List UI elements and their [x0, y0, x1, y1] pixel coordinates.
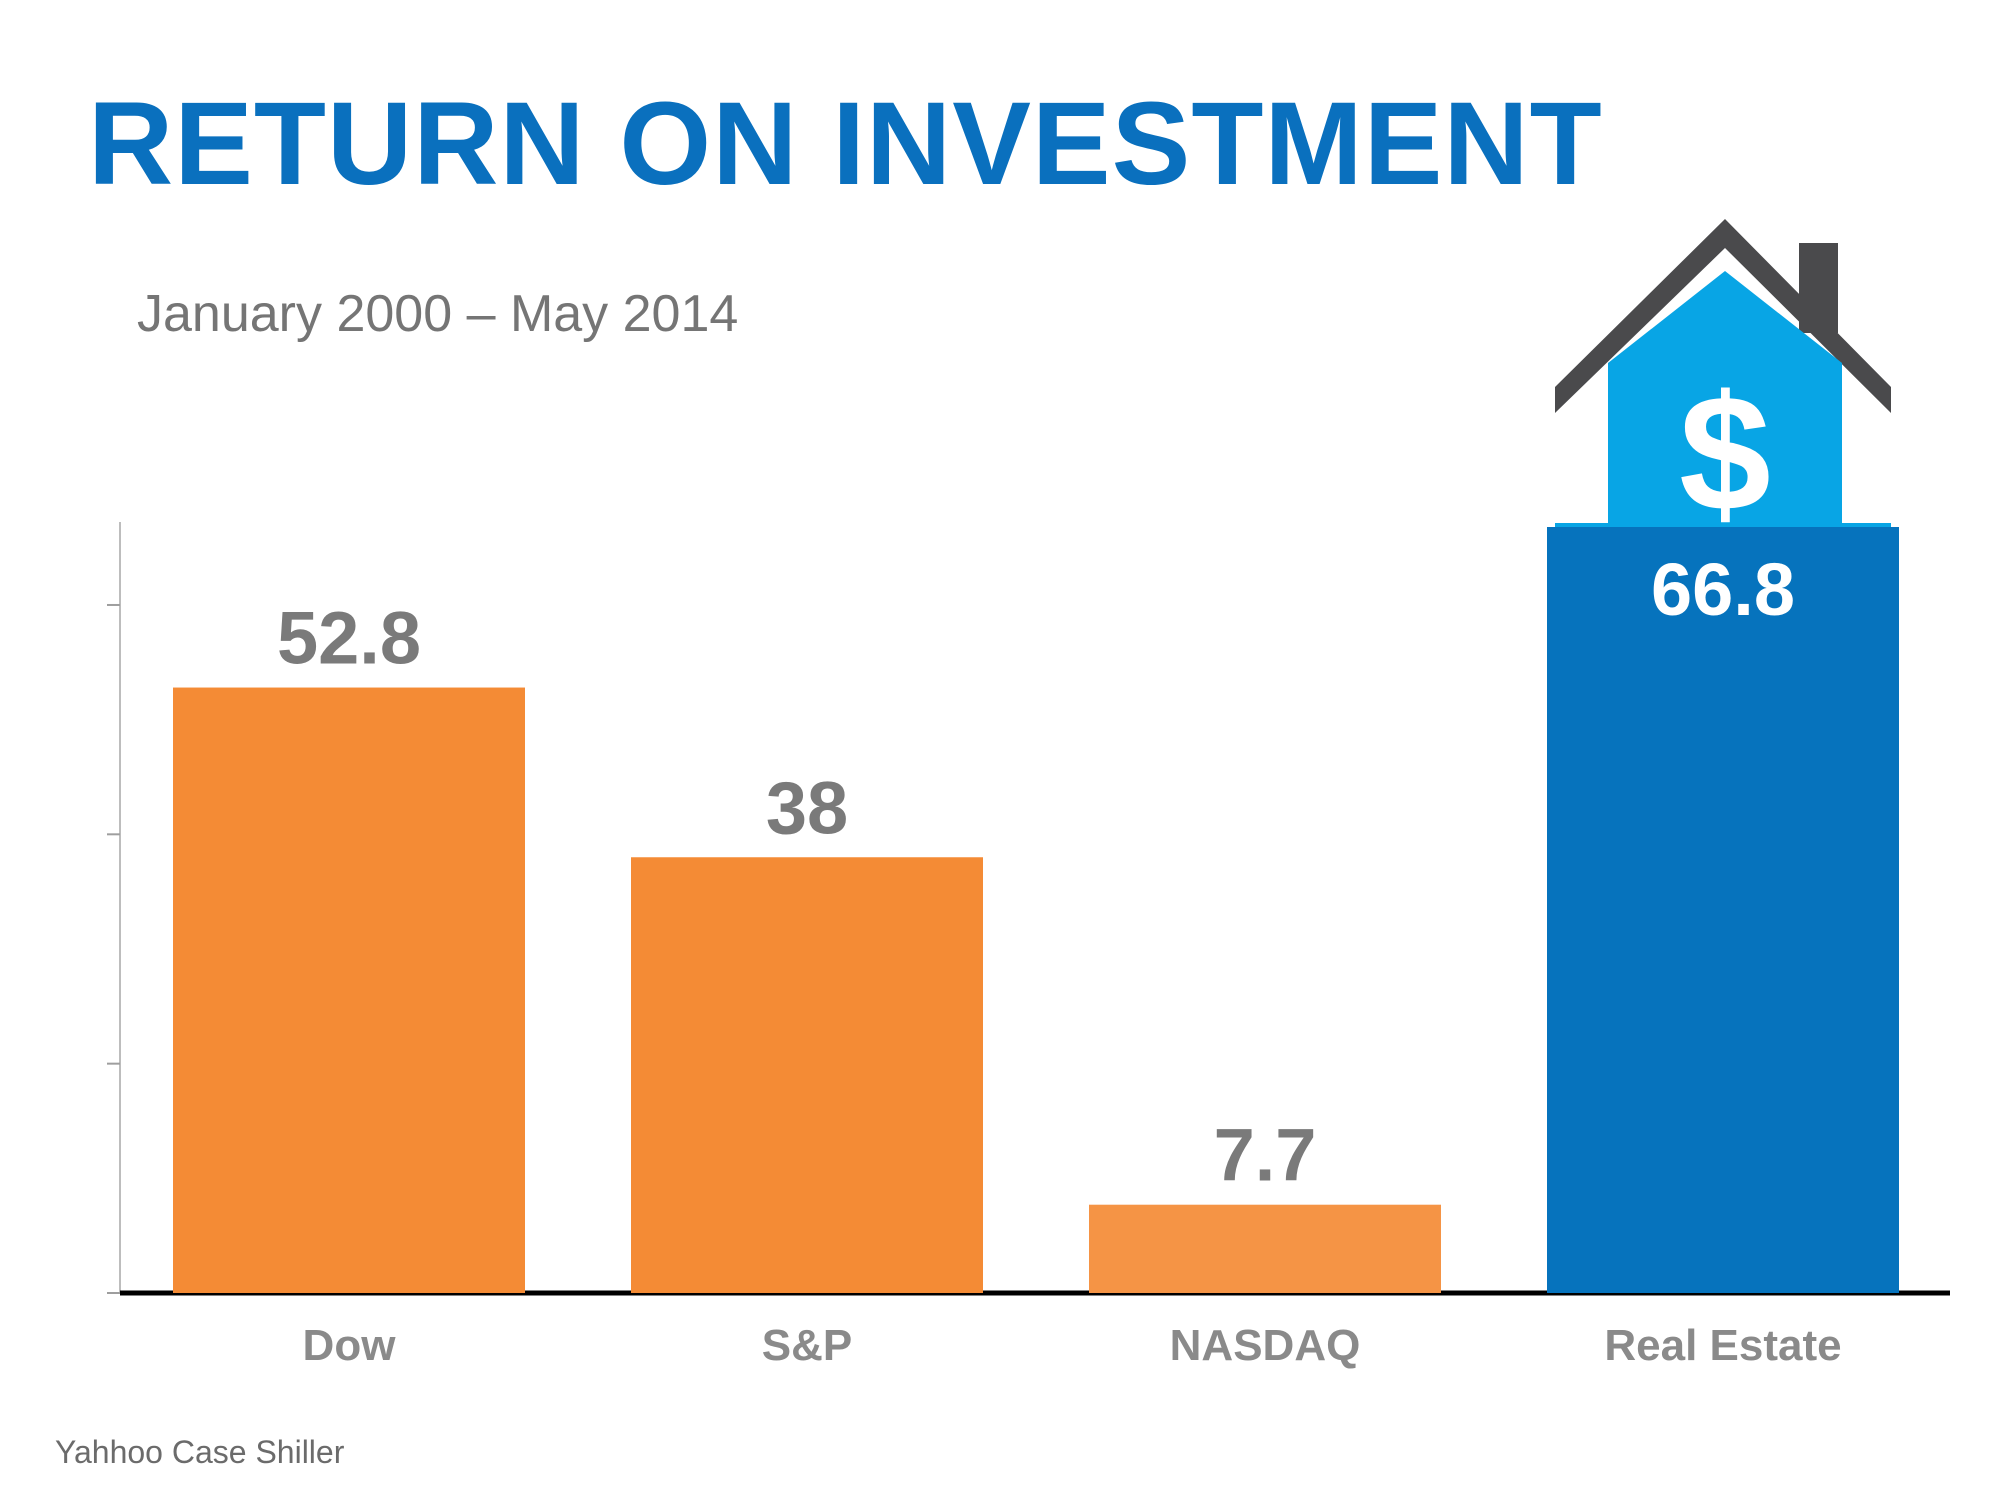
- x-tick-label: Real Estate: [1604, 1321, 1841, 1370]
- data-label: 52.8: [277, 597, 421, 680]
- bar-nasdaq: [1089, 1204, 1441, 1293]
- bars: [173, 527, 1899, 1293]
- page-title: RETURN ON INVESTMENT: [88, 78, 1603, 210]
- x-tick-label: NASDAQ: [1170, 1321, 1361, 1370]
- data-label: 38: [766, 766, 848, 849]
- x-tick-label: S&P: [762, 1321, 852, 1370]
- source-note: Yahhoo Case Shiller: [55, 1434, 345, 1470]
- bar-dow: [173, 687, 525, 1293]
- house-dollar-icon: $: [1555, 219, 1891, 545]
- x-tick-label: Dow: [303, 1321, 397, 1370]
- house-chimney: [1799, 243, 1838, 333]
- page-subtitle: January 2000 – May 2014: [137, 285, 739, 343]
- data-label: 66.8: [1651, 548, 1795, 631]
- bar-real-estate: [1547, 527, 1899, 1293]
- bar-s-p: [631, 857, 983, 1293]
- data-label: 7.7: [1214, 1114, 1317, 1197]
- labels: 52.8 Dow 38 S&P 7.7 NASDAQ 66.8 Real Estate: [277, 548, 1842, 1370]
- house-body: [1608, 271, 1842, 523]
- dollar-sign: $: [1679, 361, 1771, 545]
